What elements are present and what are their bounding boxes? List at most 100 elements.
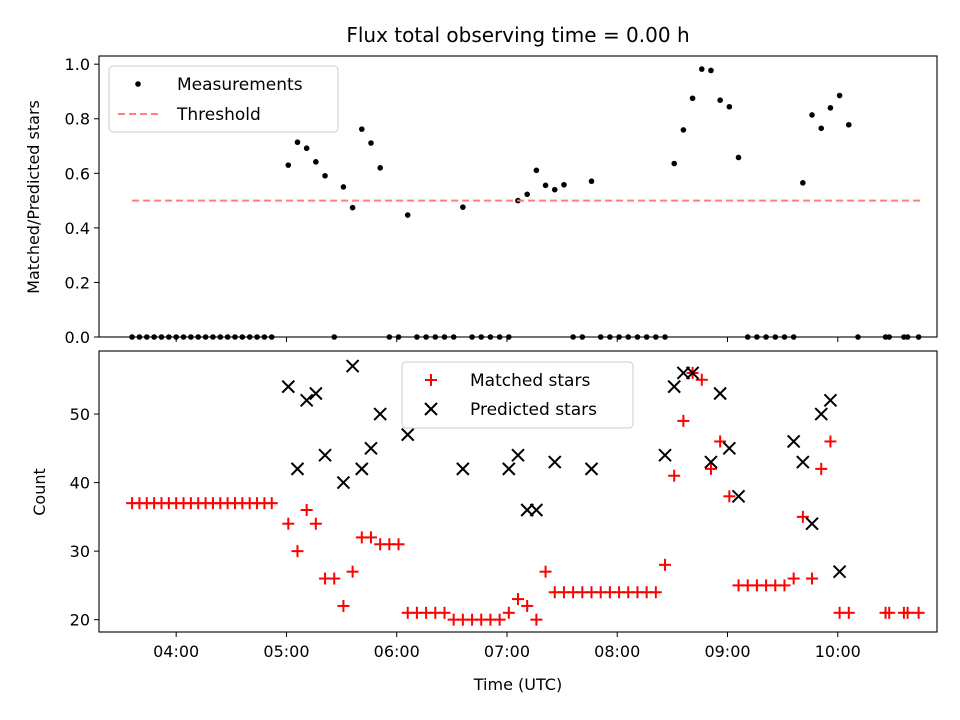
- legend-measurements-marker: [135, 81, 141, 87]
- legend-predicted-marker: [424, 402, 438, 416]
- y-tick-label: 0.0: [65, 328, 90, 347]
- measurement-point: [845, 121, 852, 128]
- matched-star-point: [912, 606, 925, 619]
- y-tick-label: 1.0: [65, 55, 90, 74]
- predicted-star-point: [722, 441, 737, 456]
- predicted-star-point: [658, 448, 672, 462]
- matched-star-point: [668, 469, 681, 482]
- matched-star-point: [704, 462, 717, 475]
- x-tick-label: 05:00: [263, 642, 309, 661]
- predicted-star-point: [805, 517, 819, 531]
- x-tick-label: 10:00: [815, 642, 861, 661]
- measurement-point: [542, 182, 549, 189]
- bottom-x-ticks: 04:00 05:00 06:00 07:00 08:00 09:00 10:00: [153, 632, 861, 661]
- matched-star-point: [392, 538, 405, 551]
- y-tick-label: 0.2: [65, 273, 90, 292]
- measurement-point: [836, 92, 843, 99]
- measurement-point: [717, 97, 723, 103]
- matched-star-point: [714, 435, 727, 448]
- measurement-point: [809, 112, 815, 118]
- measurement-point: [818, 125, 825, 132]
- matched-star-point: [530, 613, 543, 626]
- matched-star-point: [364, 531, 377, 544]
- predicted-star-point: [456, 462, 470, 476]
- top-axes-frame: [98, 55, 938, 338]
- series-matched-stars: [126, 366, 925, 626]
- matched-star-point: [842, 606, 855, 619]
- predicted-star-point: [309, 386, 323, 401]
- predicted-star-point: [373, 407, 387, 421]
- predicted-star-point: [832, 564, 847, 579]
- matched-star-point: [723, 490, 736, 503]
- measurement-point: [671, 160, 678, 167]
- matched-star-point: [282, 517, 295, 530]
- measurement-point: [698, 66, 705, 72]
- measurement-point: [303, 145, 310, 152]
- matched-star-point: [493, 613, 506, 626]
- y-tick-label: 0.8: [65, 110, 90, 129]
- x-tick-label: 07:00: [484, 642, 530, 661]
- measurement-point: [689, 95, 696, 102]
- predicted-star-point: [336, 475, 351, 490]
- predicted-star-point: [786, 434, 801, 449]
- y-tick-label: 20: [70, 611, 90, 630]
- y-tick: 50: [70, 405, 99, 424]
- x-tick-label: 08:00: [594, 642, 640, 661]
- y-tick-label: 0.6: [65, 164, 90, 183]
- top-y-axis-label: Matched/Predicted stars: [24, 100, 43, 294]
- matched-star-point: [677, 414, 690, 427]
- predicted-star-point: [345, 359, 360, 373]
- top-x-ticks: [175, 337, 839, 342]
- measurement-point: [313, 159, 319, 165]
- measurement-point: [358, 126, 365, 132]
- predicted-star-point: [731, 489, 746, 504]
- measurement-point: [377, 165, 383, 171]
- top-panel: 0.0 0.2 0.4 0.6 0.8 1.0 Matched/Predicted sta…: [24, 55, 938, 347]
- predicted-star-point: [401, 427, 415, 442]
- matched-star-point: [328, 572, 341, 585]
- y-tick: 0.4: [65, 219, 99, 238]
- y-tick-label: 40: [70, 474, 90, 493]
- measurement-point: [285, 162, 292, 168]
- y-tick: 20: [70, 611, 99, 630]
- matched-star-point: [438, 606, 451, 619]
- predicted-star-point: [355, 462, 369, 476]
- matched-star-point: [824, 435, 837, 448]
- measurement-point: [533, 167, 540, 174]
- legend-measurements-label: Measurements: [177, 75, 303, 95]
- y-tick: 0.6: [65, 164, 99, 183]
- matched-star-point: [265, 497, 278, 510]
- x-tick-label: 04:00: [153, 642, 199, 661]
- matched-star-point: [901, 606, 914, 619]
- x-tick: 08:00: [594, 632, 640, 661]
- matched-star-point: [659, 558, 672, 571]
- y-tick: 30: [70, 542, 99, 561]
- measurement-point: [349, 204, 356, 211]
- bottom-legend: Matched stars Predicted stars: [401, 361, 634, 429]
- predicted-star-point: [548, 455, 562, 469]
- x-tick-label: 06:00: [374, 642, 420, 661]
- predicted-star-point: [502, 462, 516, 476]
- bottom-y-axis-label: Count: [30, 468, 49, 516]
- matched-star-point: [521, 599, 534, 612]
- x-tick: 10:00: [815, 632, 861, 661]
- legend-predicted-label: Predicted stars: [470, 400, 597, 420]
- x-tick: 04:00: [153, 632, 199, 661]
- top-legend-box: [108, 65, 339, 133]
- predicted-star-point: [823, 393, 838, 408]
- matched-star-point: [796, 510, 809, 523]
- y-tick-label: 30: [70, 542, 90, 561]
- x-tick: 05:00: [263, 632, 310, 661]
- measurement-point: [726, 103, 733, 110]
- predicted-star-point: [796, 455, 810, 469]
- bottom-legend-box: [401, 361, 634, 429]
- chart-title: Flux total observing time = 0.00 h: [346, 23, 689, 47]
- predicted-star-point: [318, 448, 332, 462]
- predicted-star-point: [529, 503, 544, 517]
- predicted-star-point: [299, 393, 314, 408]
- y-tick: 40: [70, 474, 99, 493]
- y-tick-label: 50: [70, 405, 90, 424]
- measurement-point: [588, 178, 595, 185]
- matched-star-point: [512, 593, 524, 606]
